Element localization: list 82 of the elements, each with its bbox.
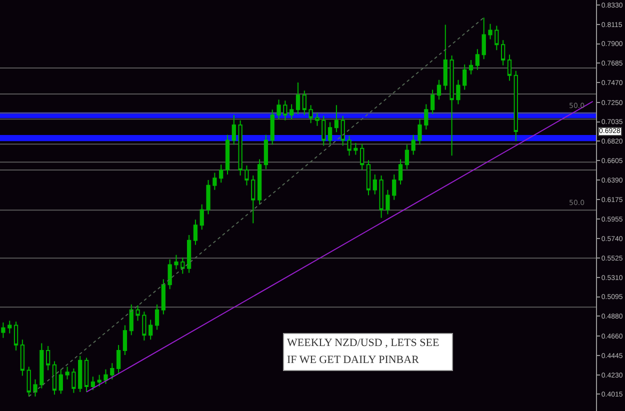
candlestick <box>161 278 166 315</box>
candlestick <box>65 366 70 380</box>
candlestick <box>104 368 108 384</box>
candlestick <box>424 104 428 130</box>
candlestick <box>200 204 204 230</box>
candlestick <box>482 17 486 60</box>
candlestick <box>340 115 345 146</box>
candlestick <box>186 234 192 274</box>
candlestick <box>225 134 230 176</box>
candlestick <box>174 254 178 270</box>
candlestick <box>392 174 396 200</box>
candlestick <box>136 304 140 322</box>
candlestick <box>379 174 384 218</box>
candlestick <box>308 104 313 124</box>
candlestick <box>290 104 294 120</box>
candlestick <box>283 100 288 121</box>
candlestick <box>180 257 185 274</box>
candlestick <box>46 345 50 371</box>
candlestick <box>244 165 249 186</box>
candlestick <box>468 59 474 75</box>
candlestick <box>212 172 217 190</box>
candlestick <box>264 134 268 170</box>
candlestick <box>296 82 300 115</box>
candlestick <box>33 378 38 397</box>
candlestick <box>404 144 410 170</box>
candlestick <box>52 360 57 396</box>
candlestick <box>270 109 274 146</box>
candlestick <box>110 362 114 380</box>
candlestick <box>26 366 31 397</box>
candlestick <box>1 322 6 338</box>
candlestick <box>514 70 518 142</box>
candlestick <box>372 174 377 195</box>
candlestick <box>168 258 172 290</box>
candlestick <box>430 89 435 115</box>
candlestick <box>494 25 499 51</box>
candlestick <box>360 143 364 171</box>
candlestick <box>347 135 352 156</box>
candlestick <box>193 219 198 246</box>
candlestick <box>276 99 281 120</box>
candlestick <box>251 174 256 224</box>
candlestick <box>334 104 339 133</box>
candlestick <box>129 304 134 336</box>
candlestick <box>40 342 44 389</box>
candlestick <box>154 304 160 330</box>
candlestick <box>386 189 390 215</box>
annotation: WEEKLY NZD/USD , LETS SEE IF WE GET DAILY PINBAR <box>283 333 453 371</box>
candlestick <box>398 158 403 185</box>
candlestick <box>142 311 146 342</box>
candlestick <box>20 339 24 376</box>
candlestick <box>501 40 506 66</box>
candlestick <box>418 119 422 146</box>
candlestick <box>411 134 416 156</box>
candlestick <box>450 54 454 156</box>
candlestick <box>462 64 467 90</box>
candlestick <box>475 48 480 70</box>
candlestick <box>116 344 121 374</box>
candlestick <box>302 90 306 116</box>
candlestick <box>507 54 512 82</box>
candlestick <box>148 319 153 340</box>
candlestick <box>488 23 492 40</box>
candlestick <box>456 79 460 105</box>
candlestick <box>58 368 63 394</box>
candlestick <box>436 79 442 100</box>
candlestick <box>206 179 210 215</box>
candlestick <box>238 120 242 176</box>
candlestick <box>122 324 128 356</box>
candlestick <box>366 160 371 196</box>
candlestick <box>232 114 236 146</box>
candlestick <box>8 320 12 334</box>
candlestick <box>14 321 18 351</box>
candlestick <box>72 368 76 394</box>
candlestick <box>315 112 320 126</box>
candlestick <box>322 115 326 146</box>
candlestick <box>328 122 332 146</box>
candlestick <box>257 158 262 205</box>
candlestick <box>84 357 89 392</box>
candlestick <box>354 142 358 156</box>
candlestick <box>97 374 102 388</box>
candlestick <box>443 24 448 90</box>
candlestick <box>219 164 224 184</box>
candlestick <box>90 376 95 391</box>
candlestick <box>78 355 82 392</box>
